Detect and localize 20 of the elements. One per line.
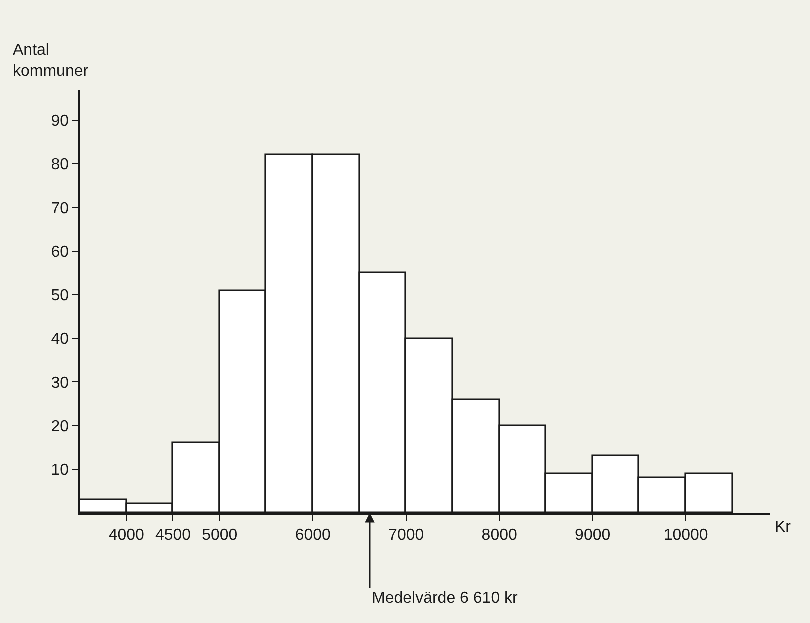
x-tick-label: 4500 bbox=[155, 526, 192, 544]
x-tick-label: 6000 bbox=[295, 526, 332, 544]
x-tick-label: 10000 bbox=[664, 526, 708, 544]
y-tick-label: 10 bbox=[51, 462, 70, 479]
x-tick-label: 7000 bbox=[388, 526, 424, 544]
x-tick-label: 5000 bbox=[202, 526, 238, 544]
x-tick-label: 4000 bbox=[108, 526, 145, 544]
x-tick-label: 8000 bbox=[482, 526, 518, 544]
y-axis-title: Antal kommuner bbox=[13, 42, 90, 80]
y-tick-label: 30 bbox=[51, 374, 70, 392]
x-tick-label: 9000 bbox=[575, 526, 611, 544]
y-tick-label: 70 bbox=[51, 200, 70, 218]
x-axis-title: Kr bbox=[775, 519, 792, 536]
annotation: Medelvärde 6 610 kr bbox=[372, 590, 519, 607]
y-tick-label: 80 bbox=[51, 156, 70, 174]
y-tick-label: 50 bbox=[51, 288, 70, 305]
y-tick-label: 40 bbox=[51, 331, 70, 348]
y-tick-label: 20 bbox=[51, 418, 70, 436]
y-tick-label: 60 bbox=[51, 244, 70, 261]
y-tick-label: 90 bbox=[51, 113, 70, 130]
